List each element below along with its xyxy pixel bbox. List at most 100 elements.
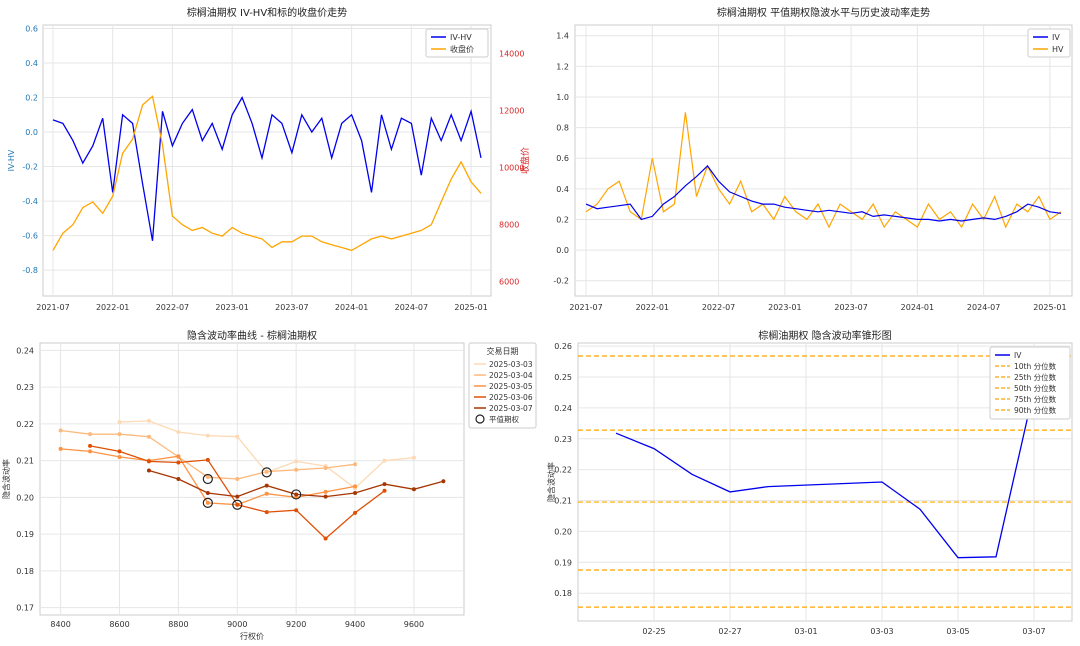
x-tick-label: 2023-01 [215,303,248,312]
legend-label: HV [1052,45,1064,54]
data-point [441,479,446,484]
legend-label: IV-HV [450,33,472,42]
data-point [353,462,358,467]
y-tick-label: 0.4 [25,59,38,68]
data-point [88,443,93,448]
y2-tick-label: 8000 [499,221,519,230]
data-point [294,492,299,497]
y-tick-label: 0.18 [16,567,34,576]
data-point [411,455,416,460]
data-point [294,459,299,464]
data-point [117,454,122,459]
y-tick-label: 0.6 [25,24,38,33]
x-tick-label: 2022-01 [636,303,669,312]
data-point [294,508,299,513]
legend-label: 50th 分位数 [1014,383,1057,393]
data-point [176,460,181,465]
legend-label: 10th 分位数 [1014,361,1057,371]
legend-label: 75th 分位数 [1014,394,1057,404]
data-point [146,434,151,439]
legend-label: IV [1014,351,1022,360]
y-tick-label: -0.8 [22,266,38,275]
chart-atm-iv-hv: 棕榈油期权 平值期权隐波水平与历史波动率走势 2021-07 2022-01 2022… [553,6,1073,312]
data-point [58,446,63,451]
series-line-close [52,95,482,252]
data-point [264,491,269,496]
data-point [323,489,328,494]
y2-tick-label: 6000 [499,278,519,287]
chart-iv-cone: 棕榈油期权 隐含波动率锥形图 02-25 02-27 03-01 03-03 03-05 0… [546,329,1073,636]
x-tick-label: 2022-07 [156,303,189,312]
y-tick-label: -0.4 [22,197,38,206]
data-point [411,487,416,492]
data-point [353,510,358,515]
y2-tick-label: 12000 [499,107,524,116]
data-point [323,465,328,470]
x-tick-label: 03-01 [794,627,817,636]
x-tick-label: 2023-07 [275,303,308,312]
x-tick-label: 03-03 [870,627,893,636]
y-tick-label: 0.22 [554,466,572,475]
data-point [353,490,358,495]
data-point [205,490,210,495]
x-tick-label: 9200 [286,620,306,629]
y-axis-label: 隐含波动率 [546,462,556,502]
data-point [235,477,240,481]
x-tick-label: 2021-07 [36,303,69,312]
data-point [235,502,240,507]
y-tick-label: 0.19 [554,558,572,567]
y-tick-label: 0.2 [25,93,38,102]
x-tick-label: 2022-01 [96,303,129,312]
legend [989,346,1071,420]
atm-marker [261,467,272,478]
y2-tick-label: 10000 [499,164,524,173]
legend-label: 收盘价 [450,44,474,54]
chart-title: 棕榈油期权 IV-HV和标的收盘价走势 [187,6,347,19]
y-tick-label: 0.24 [554,404,572,413]
data-point [323,536,328,541]
plot-frame [42,24,492,297]
data-point [382,488,387,493]
x-tick-label: 8400 [50,620,70,629]
y-tick-label: 0.8 [556,124,569,133]
data-point [117,420,122,425]
y-tick-label: 1.2 [556,62,569,71]
x-tick-label: 2023-01 [768,303,801,312]
y-tick-label: -0.6 [22,232,38,241]
x-tick-label: 2022-07 [702,303,735,312]
data-point [264,483,269,488]
data-point [117,432,122,437]
x-tick-label: 8800 [168,620,188,629]
y-axis-label: 隐含波动率 [1,459,11,499]
plot-frame [39,342,465,616]
x-tick-label: 9600 [404,620,424,629]
y-tick-label: -0.2 [553,277,569,286]
y-tick-label: 0.21 [16,457,34,466]
data-point [323,494,328,499]
y-tick-label: 0.20 [554,527,572,536]
y2-axis-label: 收盘价 [519,147,531,174]
x-axis-label: 行权价 [240,631,264,641]
legend-label: 90th 分位数 [1014,405,1057,415]
series-line-iv [615,389,1035,559]
chart-iv-hv-close: 棕榈油期权 IV-HV和标的收盘价走势 2021-07 2022-01 2022-07… [7,6,531,312]
data-point [176,477,181,481]
x-tick-label: 2023-07 [834,303,867,312]
chart-title: 隐含波动率曲线 - 棕榈油期权 [187,329,317,342]
x-tick-label: 2024-01 [335,303,368,312]
atm-marker [202,473,213,485]
legend [425,28,489,58]
x-tick-label: 2021-07 [569,303,602,312]
x-tick-label: 2024-07 [967,303,1000,312]
data-point [235,434,240,439]
legend-label: 2025-03-06 [489,393,533,402]
y-tick-label: 0.2 [556,215,569,224]
x-tick-label: 2025-01 [454,303,487,312]
x-tick-label: 03-05 [946,627,969,636]
data-point [176,454,181,459]
atm-marker [232,499,243,510]
y-tick-label: 1.0 [556,93,569,102]
legend-label: IV [1052,33,1060,42]
data-point [146,418,151,423]
series-line-hv [585,112,1062,229]
